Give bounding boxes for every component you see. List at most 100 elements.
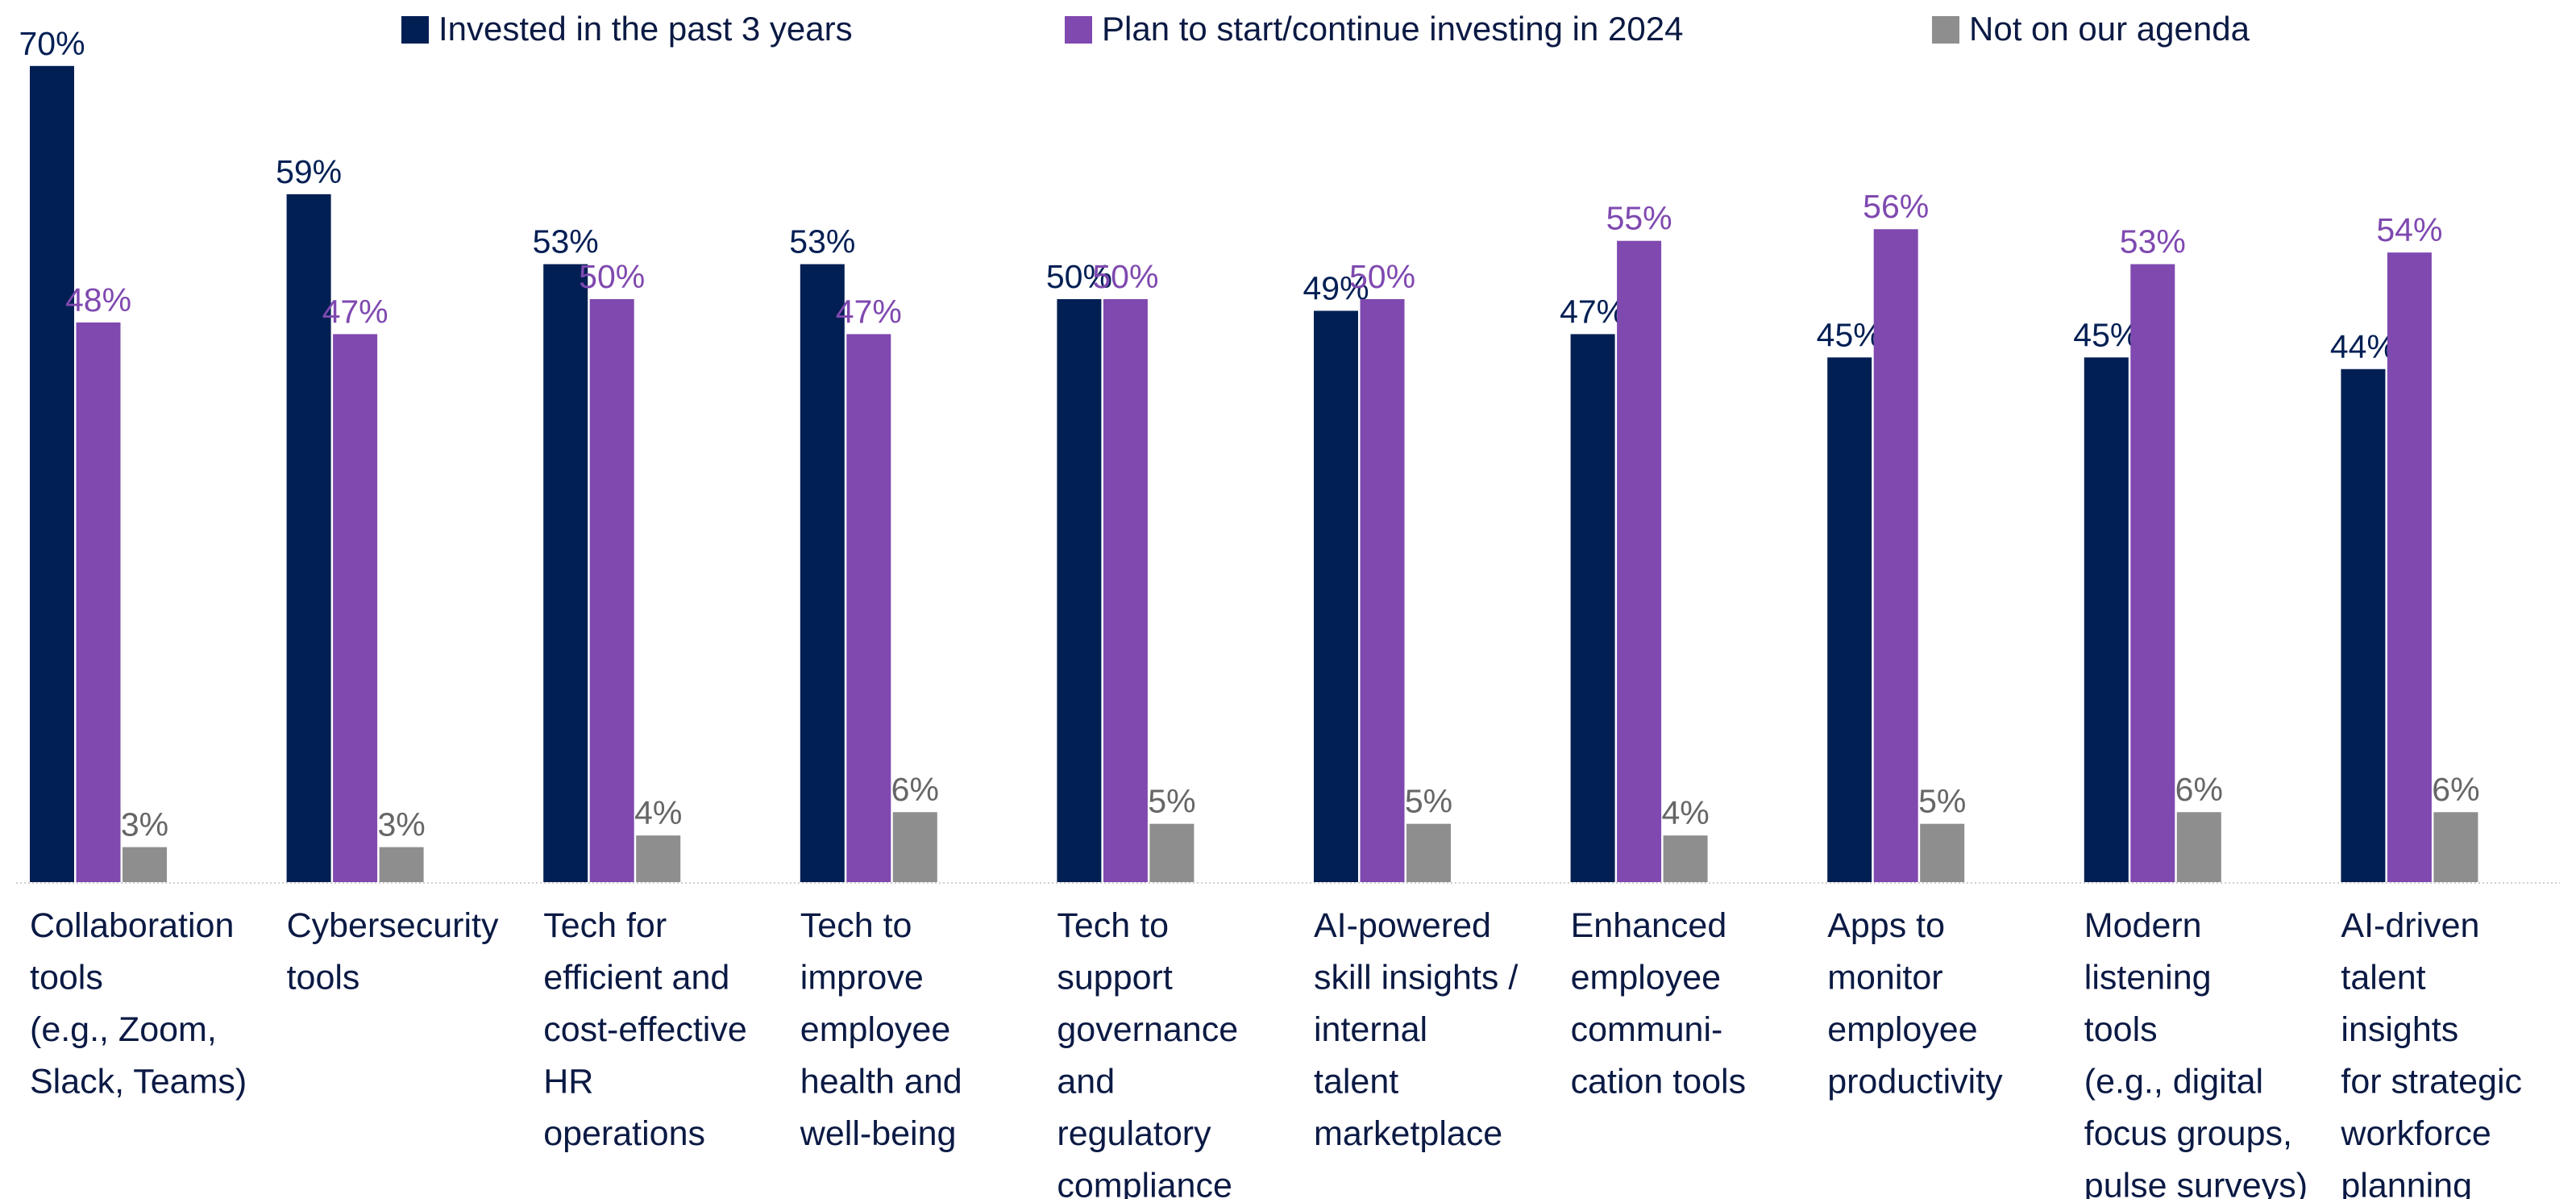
x-tick-label-line: cost-effective xyxy=(543,1010,747,1049)
value-label: 48% xyxy=(65,281,131,318)
x-tick-label-line: tools xyxy=(2084,1010,2158,1049)
bar xyxy=(2176,812,2221,882)
bar xyxy=(2084,357,2129,882)
x-tick-label-line: productivity xyxy=(1827,1063,2003,1101)
value-label: 50% xyxy=(1092,258,1158,295)
value-label: 45% xyxy=(2073,316,2139,353)
x-tick-label: Tech to support governance and regulatory com… xyxy=(1057,906,1238,1199)
value-label: 70% xyxy=(19,25,85,62)
x-tick-label: Collaboration tools (e.g., Zoom, Slack, Tea… xyxy=(30,906,247,1101)
value-label: 47% xyxy=(322,293,388,330)
x-tick-label-line: Enhanced xyxy=(1571,906,1727,945)
x-tick-label-line: Apps to xyxy=(1827,906,1945,945)
bar xyxy=(30,65,74,883)
x-tick-label-line: governance xyxy=(1057,1010,1238,1049)
x-tick-label-line: efficient and xyxy=(543,959,729,997)
value-label: 49% xyxy=(1303,269,1369,306)
bar xyxy=(1057,299,1102,882)
x-tick-label-line: AI-driven xyxy=(2341,906,2479,945)
x-tick-label-line: planning xyxy=(2341,1167,2472,1199)
value-label: 45% xyxy=(1817,316,1883,353)
value-label: 59% xyxy=(276,153,342,190)
bar xyxy=(286,194,331,883)
legend-swatch xyxy=(1065,16,1092,44)
value-label: 47% xyxy=(836,293,902,330)
x-tick-label: AI-driven talent insights for strategic work… xyxy=(2340,906,2522,1199)
bar xyxy=(1314,310,1358,883)
x-tick-label-line: skill insights / xyxy=(1314,959,1518,997)
value-label: 6% xyxy=(2175,771,2223,808)
value-label: 53% xyxy=(533,223,599,260)
x-tick-label: Tech to improve employee health and well-bei… xyxy=(800,906,962,1153)
x-tick-label-line: pulse surveys) xyxy=(2084,1167,2308,1199)
x-tick-label-line: Cybersecurity xyxy=(287,906,499,945)
bar xyxy=(1663,835,1708,882)
x-tick-label: AI-powered skill insights / internal talent… xyxy=(1314,906,1518,1153)
legend-label: Not on our agenda xyxy=(1969,10,2250,48)
x-tick-label-line: focus groups, xyxy=(2084,1114,2292,1153)
x-tick-label-line: monitor xyxy=(1827,959,1942,997)
x-tick-label-line: tools xyxy=(287,959,360,997)
value-label: 6% xyxy=(2432,771,2479,808)
bar xyxy=(2433,812,2478,882)
value-label: 6% xyxy=(891,771,939,808)
x-tick-label-line: health and xyxy=(800,1063,962,1101)
x-tick-label-line: insights xyxy=(2341,1010,2458,1049)
x-tick-label-line: HR xyxy=(543,1063,593,1101)
bar xyxy=(2130,264,2175,882)
value-label: 4% xyxy=(634,794,682,831)
x-tick-label-line: workforce xyxy=(2340,1114,2491,1153)
value-label: 50% xyxy=(579,258,645,295)
bar xyxy=(76,322,121,882)
legend-swatch xyxy=(1932,16,1959,44)
x-tick-label: Apps to monitor employee productivity xyxy=(1827,906,2003,1101)
x-tick-label-line: employee xyxy=(1827,1010,1977,1049)
legend-label: Invested in the past 3 years xyxy=(438,10,853,48)
x-tick-label: Modern listening tools (e.g., digital focus … xyxy=(2084,906,2308,1199)
value-label: 5% xyxy=(1405,783,1452,820)
value-label: 4% xyxy=(1661,794,1709,831)
x-tick-label-line: support xyxy=(1057,959,1172,997)
bar xyxy=(379,847,424,882)
x-tick-label-line: Slack, Teams) xyxy=(30,1063,247,1101)
x-tick-label-line: employee xyxy=(800,1010,950,1049)
x-tick-label-line: operations xyxy=(543,1114,705,1153)
x-tick-label-line: employee xyxy=(1571,959,1721,997)
x-tick-label-line: well-being xyxy=(800,1114,957,1153)
x-tick-label-line: communi- xyxy=(1571,1010,1723,1049)
x-tick-label-line: and xyxy=(1057,1063,1115,1101)
x-tick-label-line: for strategic xyxy=(2341,1063,2522,1101)
value-label: 3% xyxy=(121,806,168,843)
value-label: 53% xyxy=(2120,223,2186,260)
bar xyxy=(1873,229,1918,882)
x-tick-label: Tech for efficient and cost-effective HR ope… xyxy=(543,906,747,1153)
bar xyxy=(589,299,634,882)
bar xyxy=(636,835,681,882)
x-tick-label-line: cation tools xyxy=(1571,1063,1747,1101)
bar xyxy=(1617,240,1662,882)
bar xyxy=(123,847,167,882)
value-label: 55% xyxy=(1606,200,1672,237)
x-tick-label-line: tools xyxy=(30,959,103,997)
x-tick-label-line: listening xyxy=(2084,959,2212,997)
bar xyxy=(543,264,588,882)
bar xyxy=(2341,368,2386,882)
value-label: 47% xyxy=(1560,293,1626,330)
x-tick-label-line: (e.g., Zoom, xyxy=(30,1010,217,1049)
x-tick-label-line: marketplace xyxy=(1314,1114,1502,1153)
bar xyxy=(333,334,378,882)
value-label: 56% xyxy=(1863,188,1929,225)
x-tick-label-line: regulatory xyxy=(1057,1114,1211,1153)
x-tick-label-line: internal xyxy=(1314,1010,1427,1049)
bar xyxy=(2387,252,2432,882)
value-label: 50% xyxy=(1046,258,1112,295)
x-tick-label-line: talent xyxy=(1314,1063,1398,1101)
bar xyxy=(1149,823,1195,882)
x-tick-label-line: compliance xyxy=(1057,1167,1232,1199)
bar xyxy=(1103,299,1148,882)
bar xyxy=(1360,299,1405,882)
value-label: 3% xyxy=(377,806,425,843)
bar xyxy=(846,334,891,882)
